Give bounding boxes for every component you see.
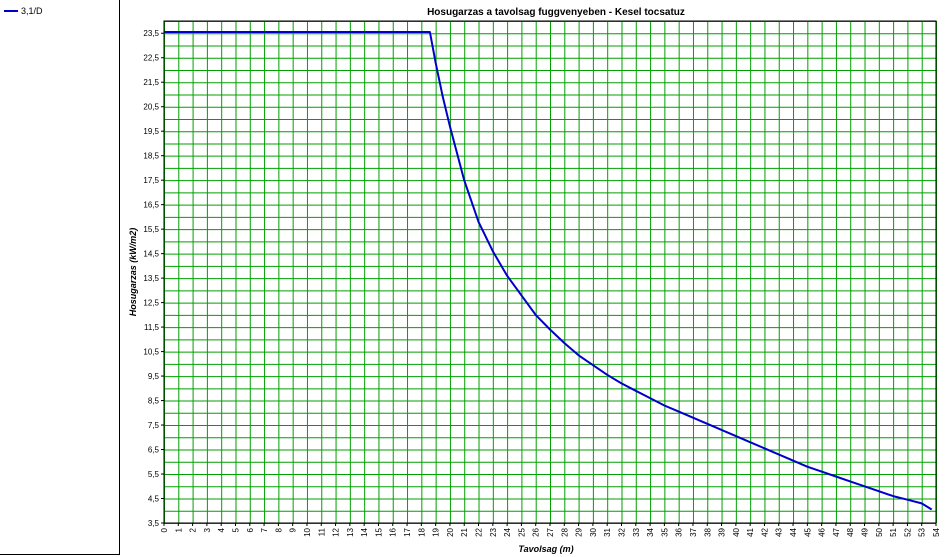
x-tick-label: 52: [903, 527, 912, 536]
x-tick-label: 8: [274, 527, 283, 532]
x-tick-label: 46: [818, 527, 827, 536]
x-tick-label: 37: [689, 527, 698, 536]
y-tick-label: 23,5: [143, 29, 159, 38]
y-tick-label: 19,5: [143, 127, 159, 136]
x-tick-label: 34: [646, 527, 655, 536]
x-tick-label: 54: [932, 527, 941, 536]
y-tick-label: 10,5: [143, 348, 159, 357]
x-tick-label: 21: [460, 527, 469, 536]
x-tick-labels: 0 1 2 3 4 5 6 7 8 9 10 11 12 13 14 15 16 17 18 19 20 21 22 23 24…: [160, 523, 941, 537]
x-tick-label: 0: [160, 527, 169, 532]
x-tick-label: 12: [332, 527, 341, 536]
legend-item-label: 3,1/D: [21, 6, 43, 16]
y-tick-label: 7,5: [148, 421, 160, 430]
x-tick-label: 33: [632, 527, 641, 536]
y-tick-label: 11,5: [144, 323, 160, 332]
x-tick-label: 30: [589, 527, 598, 536]
y-tick-label: 13,5: [143, 274, 159, 283]
x-tick-label: 35: [660, 527, 669, 536]
x-tick-label: 17: [403, 527, 412, 536]
x-tick-label: 19: [432, 527, 441, 536]
x-tick-label: 18: [417, 527, 426, 536]
x-tick-label: 40: [732, 527, 741, 536]
x-tick-label: 44: [789, 527, 798, 536]
x-tick-label: 31: [603, 527, 612, 536]
y-tick-label: 18,5: [143, 152, 159, 161]
series-line-3-1-d: [164, 31, 933, 511]
x-tick-label: 41: [746, 527, 755, 536]
x-tick-label: 10: [303, 527, 312, 536]
x-tick-label: 15: [374, 527, 383, 536]
y-tick-label: 6,5: [148, 446, 160, 455]
x-tick-label: 5: [231, 527, 240, 532]
x-tick-label: 32: [617, 527, 626, 536]
legend-line-swatch-icon: [4, 10, 18, 12]
x-axis-title: Tavolsag (m): [518, 544, 573, 554]
x-tick-label: 43: [775, 527, 784, 536]
chart-title: Hosugarzas a tavolsag fuggvenyeben - Kes…: [427, 7, 685, 18]
x-tick-label: 16: [389, 527, 398, 536]
x-tick-label: 24: [503, 527, 512, 536]
x-tick-label: 38: [703, 527, 712, 536]
x-tick-label: 4: [217, 527, 226, 532]
legend-panel: 3,1/D: [0, 0, 120, 555]
x-tick-label: 11: [317, 527, 326, 536]
x-tick-label: 51: [889, 527, 898, 536]
x-tick-label: 9: [289, 527, 298, 532]
chart-panel: Hosugarzas a tavolsag fuggvenyeben - Kes…: [122, 0, 946, 557]
x-tick-label: 2: [189, 527, 198, 532]
y-tick-label: 3,5: [148, 519, 160, 528]
legend-item[interactable]: 3,1/D: [4, 6, 43, 16]
x-tick-label: 7: [260, 527, 269, 532]
x-tick-label: 22: [475, 527, 484, 536]
x-tick-label: 36: [675, 527, 684, 536]
x-tick-label: 3: [203, 527, 212, 532]
y-tick-label: 21,5: [143, 78, 159, 87]
x-tick-label: 26: [532, 527, 541, 536]
x-tick-label: 6: [246, 527, 255, 532]
y-axis-title: Hosugarzas (kW/m2): [128, 228, 138, 317]
y-tick-label: 9,5: [148, 372, 160, 381]
x-tick-label: 47: [832, 527, 841, 536]
heat-radiation-chart: Hosugarzas a tavolsag fuggvenyeben - Kes…: [128, 7, 941, 554]
y-tick-label: 16,5: [143, 201, 159, 210]
y-tick-label: 12,5: [143, 299, 159, 308]
x-tick-label: 50: [875, 527, 884, 536]
series-layer: [164, 31, 933, 511]
x-tick-label: 23: [489, 527, 498, 536]
y-tick-label: 17,5: [143, 176, 159, 185]
x-tick-label: 29: [575, 527, 584, 536]
x-tick-label: 14: [360, 527, 369, 536]
x-tick-label: 45: [803, 527, 812, 536]
y-tick-label: 20,5: [143, 103, 159, 112]
x-tick-label: 48: [846, 527, 855, 536]
x-tick-label: 20: [446, 527, 455, 536]
x-tick-label: 25: [517, 527, 526, 536]
y-tick-label: 15,5: [143, 225, 159, 234]
x-tick-label: 1: [174, 527, 183, 532]
y-tick-labels: 3,5 4,5 5,5 6,5 7,5 8,5 9,5 10,5 11,5 12,5 13,5 14,…: [143, 29, 164, 528]
grid-lines: [164, 21, 937, 524]
x-tick-label: 28: [560, 527, 569, 536]
y-tick-label: 4,5: [148, 495, 160, 504]
x-tick-label: 42: [760, 527, 769, 536]
x-tick-label: 49: [861, 527, 870, 536]
x-tick-label: 39: [718, 527, 727, 536]
y-tick-label: 22,5: [143, 54, 159, 63]
x-tick-label: 27: [546, 527, 555, 536]
y-tick-label: 5,5: [148, 470, 160, 479]
x-tick-label: 13: [346, 527, 355, 536]
y-tick-label: 8,5: [148, 397, 160, 406]
y-tick-label: 14,5: [143, 250, 159, 259]
x-tick-label: 53: [918, 527, 927, 536]
